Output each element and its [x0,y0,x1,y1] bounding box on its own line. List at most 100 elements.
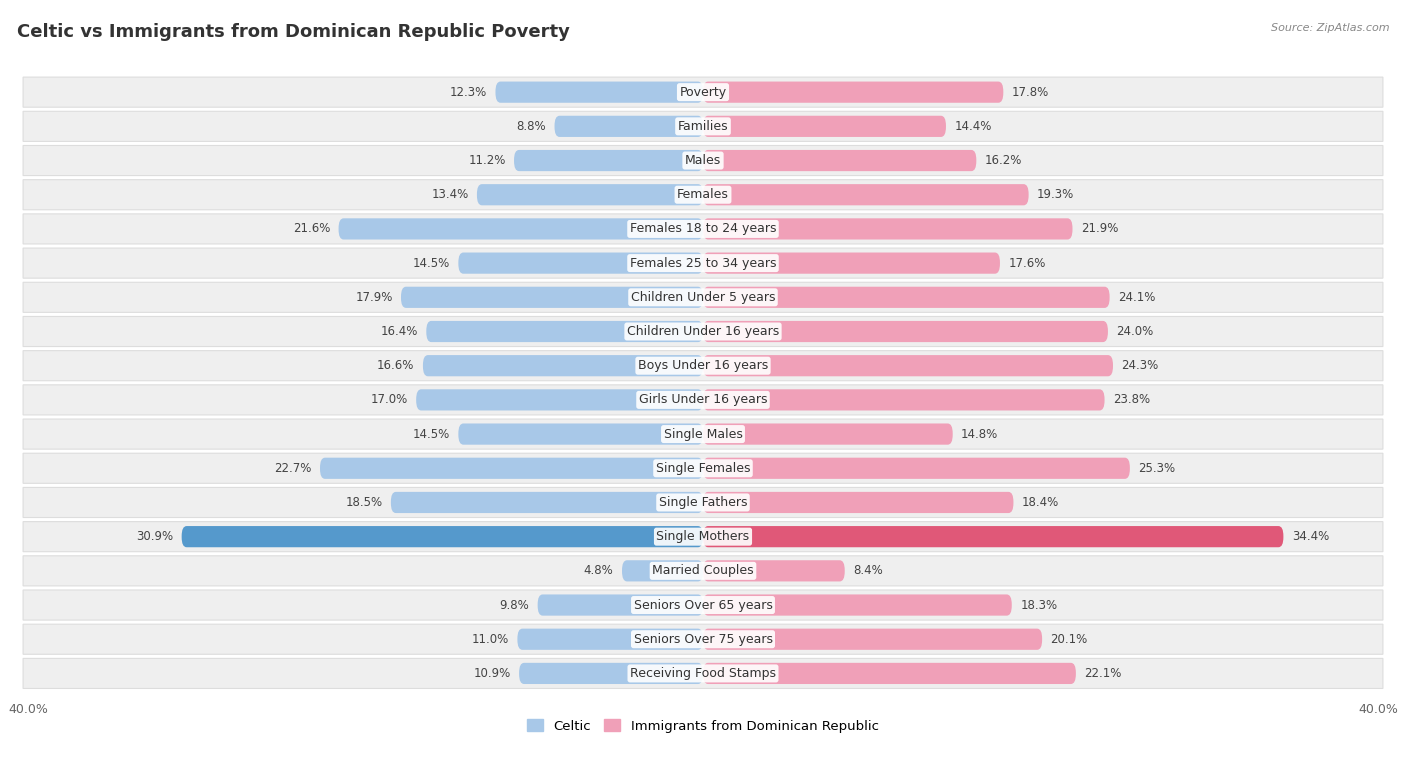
Text: Celtic vs Immigrants from Dominican Republic Poverty: Celtic vs Immigrants from Dominican Repu… [17,23,569,41]
Text: 14.5%: 14.5% [413,428,450,440]
FancyBboxPatch shape [703,321,1108,342]
Text: 18.5%: 18.5% [346,496,382,509]
Text: 22.7%: 22.7% [274,462,312,475]
Text: Receiving Food Stamps: Receiving Food Stamps [630,667,776,680]
Text: 13.4%: 13.4% [432,188,468,201]
FancyBboxPatch shape [22,351,1384,381]
FancyBboxPatch shape [22,180,1384,210]
Text: Single Mothers: Single Mothers [657,530,749,543]
FancyBboxPatch shape [401,287,703,308]
FancyBboxPatch shape [703,116,946,137]
FancyBboxPatch shape [703,662,1076,684]
FancyBboxPatch shape [321,458,703,479]
Text: Females 18 to 24 years: Females 18 to 24 years [630,222,776,236]
Text: 16.4%: 16.4% [381,325,418,338]
Text: Females 25 to 34 years: Females 25 to 34 years [630,257,776,270]
Text: Source: ZipAtlas.com: Source: ZipAtlas.com [1271,23,1389,33]
Text: 21.9%: 21.9% [1081,222,1118,236]
Text: Females: Females [678,188,728,201]
Text: 30.9%: 30.9% [136,530,173,543]
Text: 8.8%: 8.8% [516,120,546,133]
Text: 10.9%: 10.9% [474,667,510,680]
FancyBboxPatch shape [703,492,1014,513]
Text: 18.4%: 18.4% [1022,496,1059,509]
Text: Children Under 5 years: Children Under 5 years [631,291,775,304]
FancyBboxPatch shape [423,355,703,376]
Text: Males: Males [685,154,721,167]
FancyBboxPatch shape [537,594,703,615]
FancyBboxPatch shape [517,628,703,650]
FancyBboxPatch shape [22,419,1384,449]
Text: Single Fathers: Single Fathers [659,496,747,509]
Legend: Celtic, Immigrants from Dominican Republic: Celtic, Immigrants from Dominican Republ… [522,714,884,738]
Text: 19.3%: 19.3% [1038,188,1074,201]
FancyBboxPatch shape [339,218,703,240]
Text: Seniors Over 75 years: Seniors Over 75 years [634,633,772,646]
FancyBboxPatch shape [22,624,1384,654]
Text: 8.4%: 8.4% [853,565,883,578]
Text: 14.4%: 14.4% [955,120,991,133]
FancyBboxPatch shape [22,453,1384,484]
FancyBboxPatch shape [703,526,1284,547]
FancyBboxPatch shape [22,385,1384,415]
FancyBboxPatch shape [458,252,703,274]
FancyBboxPatch shape [554,116,703,137]
FancyBboxPatch shape [703,594,1012,615]
Text: Poverty: Poverty [679,86,727,99]
Text: 24.0%: 24.0% [1116,325,1153,338]
FancyBboxPatch shape [703,150,976,171]
Text: 16.2%: 16.2% [984,154,1022,167]
Text: Single Males: Single Males [664,428,742,440]
Text: 17.8%: 17.8% [1012,86,1049,99]
FancyBboxPatch shape [22,282,1384,312]
FancyBboxPatch shape [621,560,703,581]
FancyBboxPatch shape [515,150,703,171]
Text: 18.3%: 18.3% [1021,599,1057,612]
FancyBboxPatch shape [458,424,703,445]
Text: Single Females: Single Females [655,462,751,475]
FancyBboxPatch shape [703,390,1105,411]
FancyBboxPatch shape [22,487,1384,518]
Text: 17.6%: 17.6% [1008,257,1046,270]
Text: 11.2%: 11.2% [468,154,506,167]
FancyBboxPatch shape [703,252,1000,274]
FancyBboxPatch shape [391,492,703,513]
Text: Girls Under 16 years: Girls Under 16 years [638,393,768,406]
Text: 16.6%: 16.6% [377,359,415,372]
FancyBboxPatch shape [22,316,1384,346]
Text: 17.9%: 17.9% [356,291,392,304]
FancyBboxPatch shape [181,526,703,547]
Text: 24.1%: 24.1% [1118,291,1156,304]
Text: Children Under 16 years: Children Under 16 years [627,325,779,338]
Text: Boys Under 16 years: Boys Under 16 years [638,359,768,372]
FancyBboxPatch shape [416,390,703,411]
Text: 14.5%: 14.5% [413,257,450,270]
Text: 22.1%: 22.1% [1084,667,1122,680]
FancyBboxPatch shape [703,560,845,581]
FancyBboxPatch shape [426,321,703,342]
FancyBboxPatch shape [703,628,1042,650]
FancyBboxPatch shape [22,556,1384,586]
FancyBboxPatch shape [703,458,1130,479]
FancyBboxPatch shape [22,146,1384,176]
FancyBboxPatch shape [22,111,1384,142]
Text: 14.8%: 14.8% [962,428,998,440]
FancyBboxPatch shape [519,662,703,684]
FancyBboxPatch shape [703,424,953,445]
FancyBboxPatch shape [495,82,703,103]
FancyBboxPatch shape [703,184,1029,205]
FancyBboxPatch shape [703,218,1073,240]
Text: 9.8%: 9.8% [499,599,529,612]
FancyBboxPatch shape [703,355,1114,376]
Text: 34.4%: 34.4% [1292,530,1329,543]
Text: 4.8%: 4.8% [583,565,613,578]
FancyBboxPatch shape [22,214,1384,244]
FancyBboxPatch shape [22,522,1384,552]
Text: 11.0%: 11.0% [472,633,509,646]
Text: 25.3%: 25.3% [1139,462,1175,475]
FancyBboxPatch shape [22,77,1384,107]
FancyBboxPatch shape [22,659,1384,688]
Text: Families: Families [678,120,728,133]
Text: 24.3%: 24.3% [1122,359,1159,372]
Text: Married Couples: Married Couples [652,565,754,578]
